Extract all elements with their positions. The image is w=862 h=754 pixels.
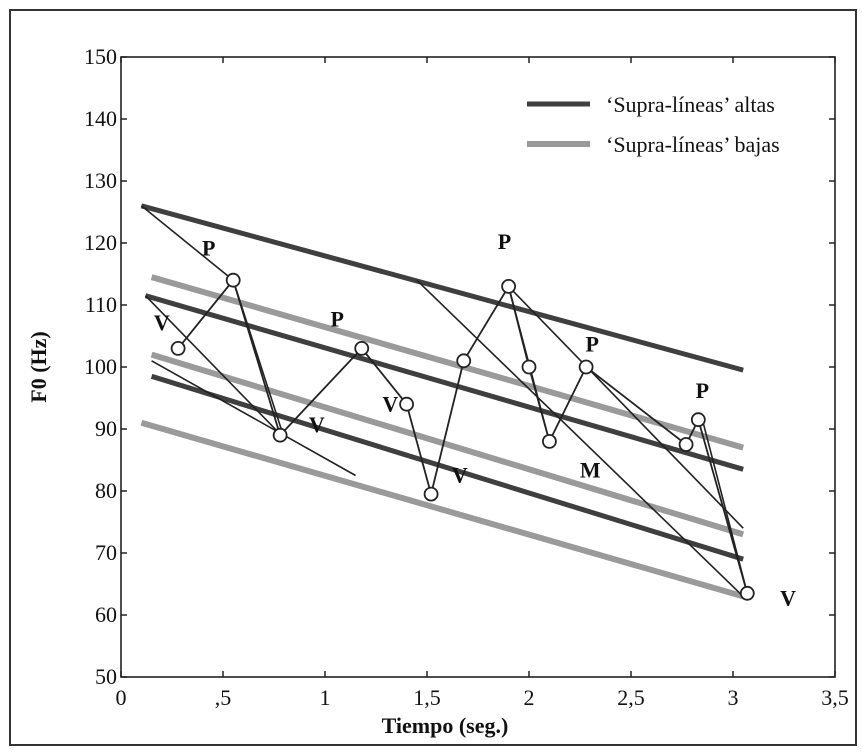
f0-contour-point bbox=[739, 585, 755, 601]
f0-contour-line bbox=[177, 278, 749, 594]
axes-layer: 0 ,5 1 1,5 2 2,5 3 3,5 50 60 70 80 90 100 110 120 130 140… bbox=[84, 44, 849, 710]
y-tick-label: 130 bbox=[84, 168, 117, 193]
y-tick-label: 120 bbox=[84, 230, 117, 255]
legend-label-2: ‘Supra-líneas’ bajas bbox=[606, 132, 780, 157]
annotation-label-m: M bbox=[580, 457, 601, 482]
annotation-label-v: V bbox=[452, 462, 468, 487]
f0-contour-point bbox=[501, 278, 517, 294]
y-axis-title: F0 (Hz) bbox=[26, 331, 51, 402]
data-lines-layer bbox=[140, 203, 749, 600]
annotation-label-v: V bbox=[382, 392, 398, 417]
f0-contour-point bbox=[399, 396, 415, 412]
f0-contour-point bbox=[423, 486, 439, 502]
x-tick-label: 3 bbox=[728, 685, 739, 710]
annotation-label-v: V bbox=[309, 412, 325, 437]
y-tick-label: 50 bbox=[95, 664, 117, 689]
supra-line-baja-1 bbox=[150, 274, 745, 451]
annotation-label-p: P bbox=[331, 307, 344, 332]
y-tick-label: 70 bbox=[95, 540, 117, 565]
x-tick-label: 2,5 bbox=[617, 685, 645, 710]
x-axis-title: Tiempo (seg.) bbox=[382, 713, 509, 738]
f0-contour-point bbox=[690, 412, 706, 428]
x-tick-label: 1,5 bbox=[413, 685, 441, 710]
y-tick-label: 140 bbox=[84, 106, 117, 131]
f0-contour-point bbox=[272, 427, 288, 443]
f0-contour-point bbox=[678, 437, 694, 452]
supra-line-alta-1 bbox=[140, 203, 744, 373]
supra-line-alta-3 bbox=[150, 373, 744, 562]
data-markers-layer bbox=[170, 272, 755, 601]
x-tick-label: 0 bbox=[116, 685, 127, 710]
annotation-label-p: P bbox=[202, 235, 215, 260]
annotation-label-v: V bbox=[780, 586, 796, 611]
f0-contour-point bbox=[456, 353, 472, 369]
x-tick-label: 3,5 bbox=[821, 685, 849, 710]
f0-contour-point bbox=[542, 433, 557, 449]
y-tick-label: 150 bbox=[84, 44, 117, 69]
connector-line-7 bbox=[416, 279, 744, 597]
connector-line-6 bbox=[508, 285, 744, 529]
annotation-label-p: P bbox=[498, 229, 511, 254]
annotation-label-v: V bbox=[154, 310, 170, 335]
f0-contour-point bbox=[225, 272, 241, 288]
supra-line-baja-2 bbox=[150, 351, 745, 538]
x-tick-label: 1 bbox=[320, 685, 331, 710]
annotation-label-p: P bbox=[696, 378, 709, 403]
y-tick-label: 80 bbox=[95, 478, 117, 503]
annotations-layer: V P P V V V P P P M V bbox=[154, 229, 796, 611]
f0-contour-point bbox=[170, 340, 186, 356]
x-tick-label: ,5 bbox=[215, 685, 232, 710]
supra-line-alta-2 bbox=[144, 293, 744, 472]
y-tick-label: 100 bbox=[84, 354, 117, 379]
y-tick-label: 60 bbox=[95, 602, 117, 627]
f0-contour-point bbox=[354, 340, 370, 356]
y-tick-label: 90 bbox=[95, 416, 117, 441]
supra-line-baja-3 bbox=[140, 419, 745, 600]
f0-contour-point bbox=[578, 359, 594, 375]
connector-line-3 bbox=[144, 295, 285, 439]
f0-contour-point bbox=[521, 359, 537, 375]
x-tick-label: 2 bbox=[524, 685, 535, 710]
annotation-label-p: P bbox=[586, 332, 599, 357]
y-tick-label: 110 bbox=[85, 292, 117, 317]
legend-label-1: ‘Supra-líneas’ altas bbox=[606, 92, 775, 117]
connector-line-4 bbox=[151, 360, 356, 477]
connector-line-1 bbox=[140, 205, 234, 281]
legend: ‘Supra-líneas’ altas ‘Supra-líneas’ bajas bbox=[527, 92, 780, 157]
